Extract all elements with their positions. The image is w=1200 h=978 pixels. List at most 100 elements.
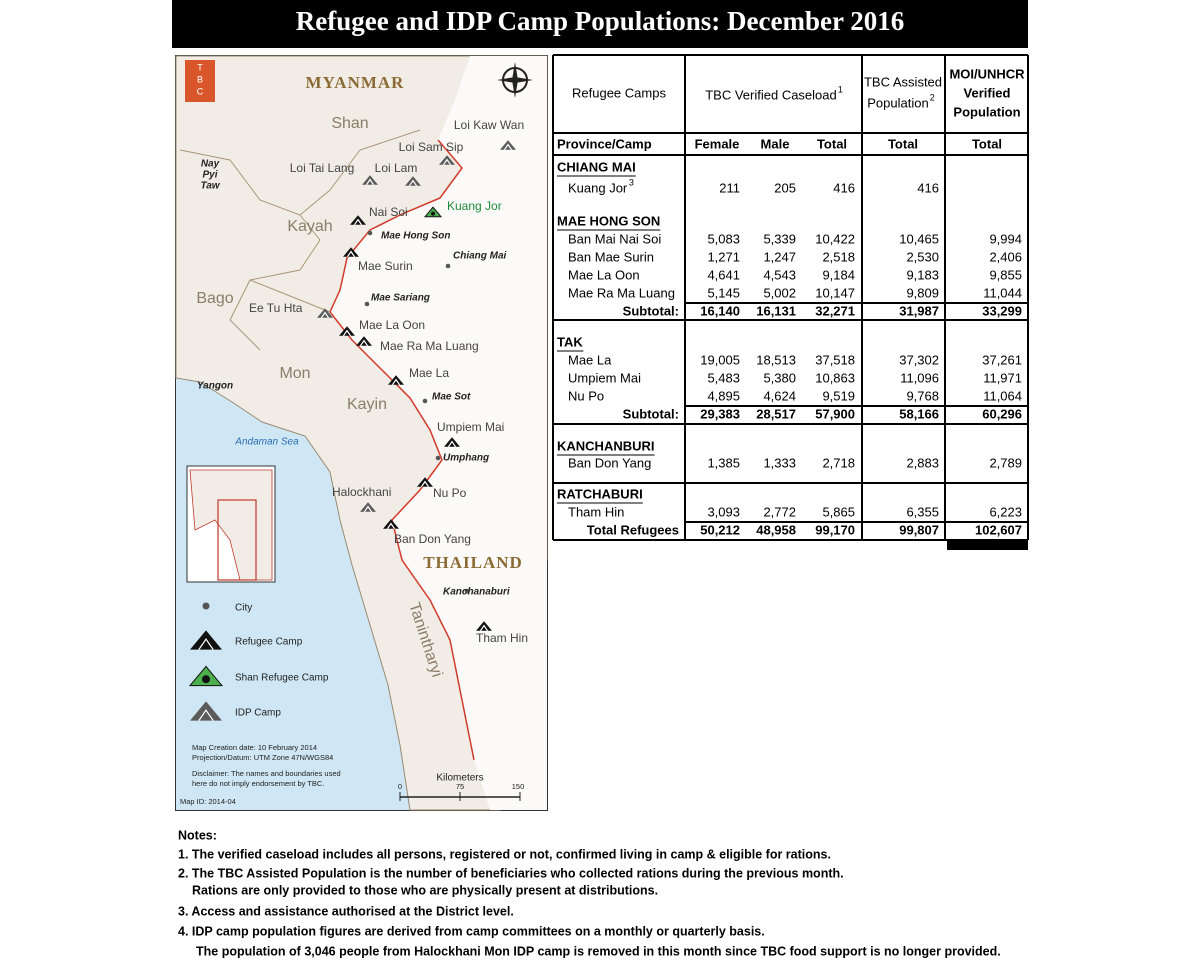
cell-value: 11,096 <box>900 370 939 385</box>
cell-value: 5,339 <box>763 231 796 246</box>
map-label: MYANMAR <box>306 73 405 92</box>
map-label: Mae La <box>409 366 449 380</box>
cell-value: 11,971 <box>983 370 1022 385</box>
subtotal-value: 32,271 <box>815 303 855 318</box>
state-boundaries <box>179 129 421 351</box>
cell-value: 37,261 <box>982 352 1022 367</box>
cell-value: 6,355 <box>906 504 939 519</box>
header-cell: Population <box>867 95 928 110</box>
map-label: Mae La Oon <box>359 318 425 332</box>
cell-value: 1,385 <box>707 455 740 470</box>
map-label: Pyi <box>202 170 217 181</box>
city-dot <box>464 588 470 594</box>
cell-value: 6,223 <box>989 504 1022 519</box>
tent-mark <box>408 179 418 187</box>
city-dot <box>435 455 441 461</box>
cell-value: 9,768 <box>906 388 939 403</box>
legend-label: IDP Camp <box>235 708 281 719</box>
subtotal-value: 31,987 <box>899 303 939 318</box>
map-label: Mae Surin <box>358 259 413 273</box>
city-dot <box>445 263 451 269</box>
tent-mark <box>359 339 369 347</box>
shan-dot <box>431 211 435 216</box>
note-line: The population of 3,046 people from Halo… <box>196 944 1001 958</box>
cell-value: 2,789 <box>989 455 1022 470</box>
cell-value: 10,465 <box>899 231 939 246</box>
footnote-mark: 1 <box>838 84 843 94</box>
inset-land <box>189 469 273 581</box>
cell-value: 205 <box>774 180 796 195</box>
subtotal-label: Subtotal: <box>623 406 679 421</box>
page-title: Refugee and IDP Camp Populations: Decemb… <box>296 6 904 36</box>
column-header: Total <box>888 136 918 151</box>
cell-value: 5,483 <box>707 370 740 385</box>
section-name: MAE HONG SON <box>557 213 660 228</box>
tent-mark <box>391 378 401 386</box>
tent-mark <box>198 709 214 721</box>
cell-value: 416 <box>917 180 939 195</box>
map-label: Umphang <box>443 453 489 464</box>
header-cell: Population <box>953 104 1020 119</box>
cell-value: 2,883 <box>906 455 939 470</box>
header-cell: Verified <box>964 85 1011 100</box>
subtotal-value: 16,131 <box>756 303 796 318</box>
map-label: THAILAND <box>423 553 523 572</box>
map-label: Andaman Sea <box>234 437 299 448</box>
map-label: Mae Hong Son <box>381 231 450 242</box>
cell-value: 4,543 <box>763 267 796 282</box>
cell-value: 9,519 <box>822 388 855 403</box>
cell-value: 2,530 <box>906 249 939 264</box>
map-label: Kuang Jor <box>447 199 502 213</box>
cell-value: 9,855 <box>989 267 1022 282</box>
map-label: Nai Soi <box>369 205 408 219</box>
map-note: Disclaimer: The names and boundaries use… <box>192 769 341 778</box>
cell-value: 19,005 <box>700 352 740 367</box>
cell-value: 1,247 <box>763 249 796 264</box>
scale-tick: 150 <box>512 782 525 791</box>
subtotal-value: 29,383 <box>700 406 740 421</box>
map-label: Bago <box>196 290 233 307</box>
cell-value: 2,772 <box>763 504 796 519</box>
section-name: KANCHANBURI <box>557 438 655 453</box>
legend-city <box>202 602 210 610</box>
map-note: Map ID: 2014-04 <box>180 797 236 806</box>
camp-name: Mae La <box>568 352 612 367</box>
map-label: Kayah <box>287 218 332 235</box>
camp-name: Ban Mae Surin <box>568 249 654 264</box>
cell-value: 4,895 <box>707 388 740 403</box>
cell-value: 2,718 <box>822 455 855 470</box>
note-line: 3. Access and assistance authorised at t… <box>178 904 514 918</box>
map-label: Loi Tai Lang <box>290 161 355 175</box>
scale-bar <box>399 792 521 801</box>
column-header: Female <box>695 136 740 151</box>
map-label: Shan <box>331 115 368 132</box>
shan-dot <box>202 675 210 684</box>
scale-tick: 0 <box>398 782 402 791</box>
cell-value: 37,302 <box>899 352 939 367</box>
tent-mark <box>342 329 352 337</box>
camp-name: Mae La Oon <box>568 267 640 282</box>
cell-value: 9,994 <box>989 231 1022 246</box>
title-bar <box>172 0 1028 48</box>
tent-mark <box>386 522 396 530</box>
tent-mark <box>320 311 330 319</box>
subtotal-value: 60,296 <box>982 406 1022 421</box>
legend-label: City <box>235 603 252 614</box>
compass <box>497 62 533 98</box>
map-label: Loi Lam <box>375 161 418 175</box>
total-value: 99,807 <box>899 522 939 537</box>
total-value: 102,607 <box>975 522 1022 537</box>
map-label: Loi Sam Sip <box>399 140 464 154</box>
city-dot <box>364 301 370 307</box>
note-line: 2. The TBC Assisted Population is the nu… <box>178 866 844 880</box>
scale-tick: 75 <box>456 782 464 791</box>
map-label: Mon <box>279 365 310 382</box>
cell-value: 4,641 <box>707 267 740 282</box>
tent-mark <box>479 624 489 632</box>
logo <box>185 60 215 102</box>
cell-value: 2,406 <box>989 249 1022 264</box>
city-dot <box>367 230 373 236</box>
tent-mark <box>198 638 214 650</box>
cell-value: 9,184 <box>822 267 855 282</box>
